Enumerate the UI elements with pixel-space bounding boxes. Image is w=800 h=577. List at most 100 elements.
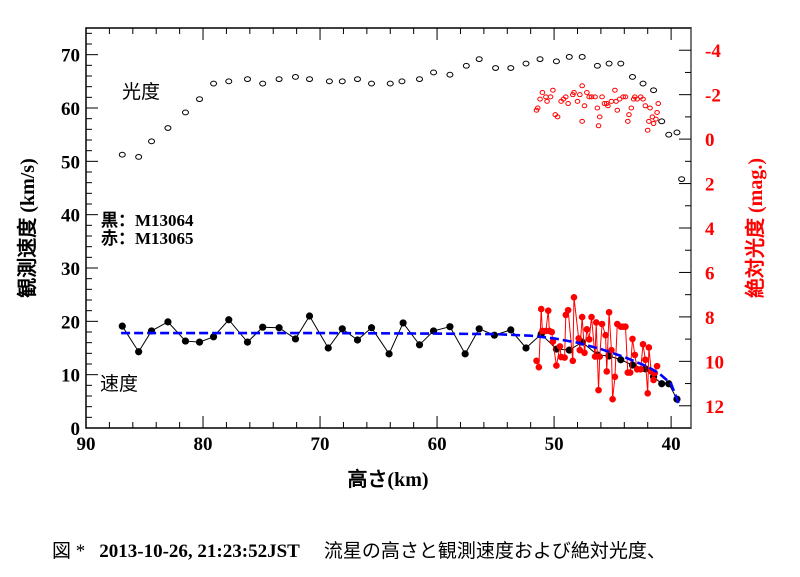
velocity_red-point bbox=[622, 323, 629, 330]
velocity_red-point bbox=[585, 336, 593, 343]
magnitude_black-point bbox=[398, 78, 406, 85]
velocity_black-point bbox=[209, 333, 218, 341]
magnitude_red-point bbox=[595, 123, 602, 129]
velocity_black-point bbox=[367, 324, 376, 332]
caption-datetime: 2013-10-26, 21:23:52JST bbox=[99, 541, 300, 562]
velocity_red-point bbox=[650, 376, 657, 384]
magnitude_black-point bbox=[353, 76, 361, 83]
velocity_red-point bbox=[644, 390, 652, 397]
velocity_red-point bbox=[637, 366, 644, 373]
magnitude_red-point bbox=[539, 89, 546, 95]
magnitude_black-point bbox=[135, 153, 143, 160]
magnitude_red-point bbox=[626, 112, 632, 118]
magnitude_black-point bbox=[462, 62, 470, 69]
velocity_red-point bbox=[548, 328, 556, 336]
y-right-tick-label: 2 bbox=[705, 175, 715, 196]
magnitude_red-point bbox=[644, 127, 651, 133]
magnitude_red-point bbox=[642, 103, 649, 109]
magnitude_black-point bbox=[673, 129, 681, 136]
magnitude_black-point bbox=[492, 65, 500, 71]
x-tick-label: 70 bbox=[311, 434, 330, 455]
y-left-tick-label: 70 bbox=[61, 46, 80, 67]
magnitude_red-point bbox=[534, 105, 541, 111]
caption-text: 流星の高さと観測速度および絶対光度、 bbox=[323, 541, 666, 562]
magnitude_black-point bbox=[368, 80, 376, 87]
magnitude_red-point bbox=[574, 98, 581, 104]
y-right-tick-label: 6 bbox=[705, 263, 715, 284]
magnitude_black-point bbox=[118, 151, 126, 158]
velocity_black-point bbox=[461, 350, 469, 358]
velocity_black-point bbox=[565, 346, 573, 354]
magnitude_black-point bbox=[338, 78, 346, 85]
velocity_black-point bbox=[475, 325, 483, 333]
magnitude_red-point bbox=[588, 94, 595, 100]
magnitude_red-point bbox=[554, 114, 561, 120]
magnitude_red-point bbox=[625, 118, 631, 124]
magnitude_black-point bbox=[386, 80, 394, 87]
magnitude_black-point bbox=[522, 60, 530, 67]
velocity_black-point bbox=[135, 348, 143, 356]
magnitude_red-point bbox=[579, 118, 585, 124]
velocity_red-point bbox=[642, 356, 649, 364]
magnitude_black-point bbox=[658, 118, 666, 125]
y-axis-label-left: 観測速度 (km/s) bbox=[15, 158, 39, 297]
velocity_red-point bbox=[645, 344, 653, 351]
velocity_red-point bbox=[653, 362, 661, 370]
magnitude_black-point bbox=[617, 60, 625, 67]
velocity_black-point bbox=[658, 380, 666, 388]
velocity_red-point bbox=[639, 340, 647, 348]
magnitude_black-point bbox=[665, 131, 673, 138]
magnitude_black-point bbox=[593, 62, 601, 69]
magnitude_red-point bbox=[547, 94, 554, 100]
magnitude_red-point bbox=[653, 116, 659, 122]
magnitude_black-point bbox=[552, 58, 560, 65]
y-left-tick-label: 10 bbox=[61, 366, 80, 387]
velocity_black-point bbox=[385, 350, 393, 358]
magnitude_red-point bbox=[620, 94, 626, 100]
y-right-tick-label: -4 bbox=[705, 41, 721, 62]
annotation-luminosity: 光度 bbox=[122, 81, 160, 103]
velocity_red-point bbox=[631, 351, 639, 359]
y-left-tick-label: 50 bbox=[61, 152, 80, 173]
magnitude_black-point bbox=[639, 80, 647, 87]
legend-black: 黒：M13064 bbox=[101, 211, 194, 230]
magnitude_red-point bbox=[646, 118, 652, 124]
y-left-tick-label: 0 bbox=[71, 419, 81, 440]
magnitude_red-point bbox=[605, 103, 611, 109]
y-right-tick-label: -2 bbox=[705, 86, 721, 107]
velocity_red-point bbox=[549, 338, 557, 345]
velocity_black-point bbox=[353, 336, 362, 344]
x-tick-label: 40 bbox=[662, 434, 681, 455]
velocity_red-point bbox=[569, 357, 577, 365]
magnitude_red-point bbox=[647, 105, 653, 111]
y-right-tick-label: 4 bbox=[705, 219, 715, 240]
caption-prefix: 図 * bbox=[52, 541, 86, 562]
velocity_red-point bbox=[578, 313, 586, 321]
x-tick-label: 90 bbox=[77, 434, 96, 455]
axes: 90 80 70 60 50 40 0 10 20 30 40 50 60 70 -4 -2 0 2 4 6 8 10 12 bbox=[61, 27, 724, 455]
velocity_fit-line bbox=[121, 331, 681, 406]
magnitude_black-point bbox=[210, 80, 218, 87]
magnitude_red-point bbox=[550, 87, 556, 93]
magnitude_black-point bbox=[181, 109, 189, 116]
magnitude_red-point bbox=[594, 105, 601, 111]
magnitude_red-point bbox=[599, 94, 605, 100]
y-left-tick-label: 30 bbox=[61, 259, 80, 280]
magnitude_red-point bbox=[596, 114, 603, 120]
magnitude_black-point bbox=[628, 73, 636, 80]
magnitude_red-point bbox=[650, 121, 657, 127]
magnitude_black-point bbox=[164, 125, 172, 131]
velocity_red-point bbox=[588, 313, 595, 321]
magnitude_black-point bbox=[259, 80, 267, 87]
velocity_black-point bbox=[164, 318, 172, 326]
velocity_red-point bbox=[602, 331, 609, 339]
x-tick-label: 80 bbox=[194, 434, 213, 455]
magnitude_red-point bbox=[612, 87, 618, 93]
velocity_red-point bbox=[581, 349, 588, 357]
velocity_black-point bbox=[181, 337, 190, 345]
velocity_red-point bbox=[611, 373, 619, 381]
magnitude_black-point bbox=[536, 56, 544, 63]
magnitude_red-point bbox=[614, 107, 621, 113]
velocity_red-point bbox=[609, 395, 616, 403]
